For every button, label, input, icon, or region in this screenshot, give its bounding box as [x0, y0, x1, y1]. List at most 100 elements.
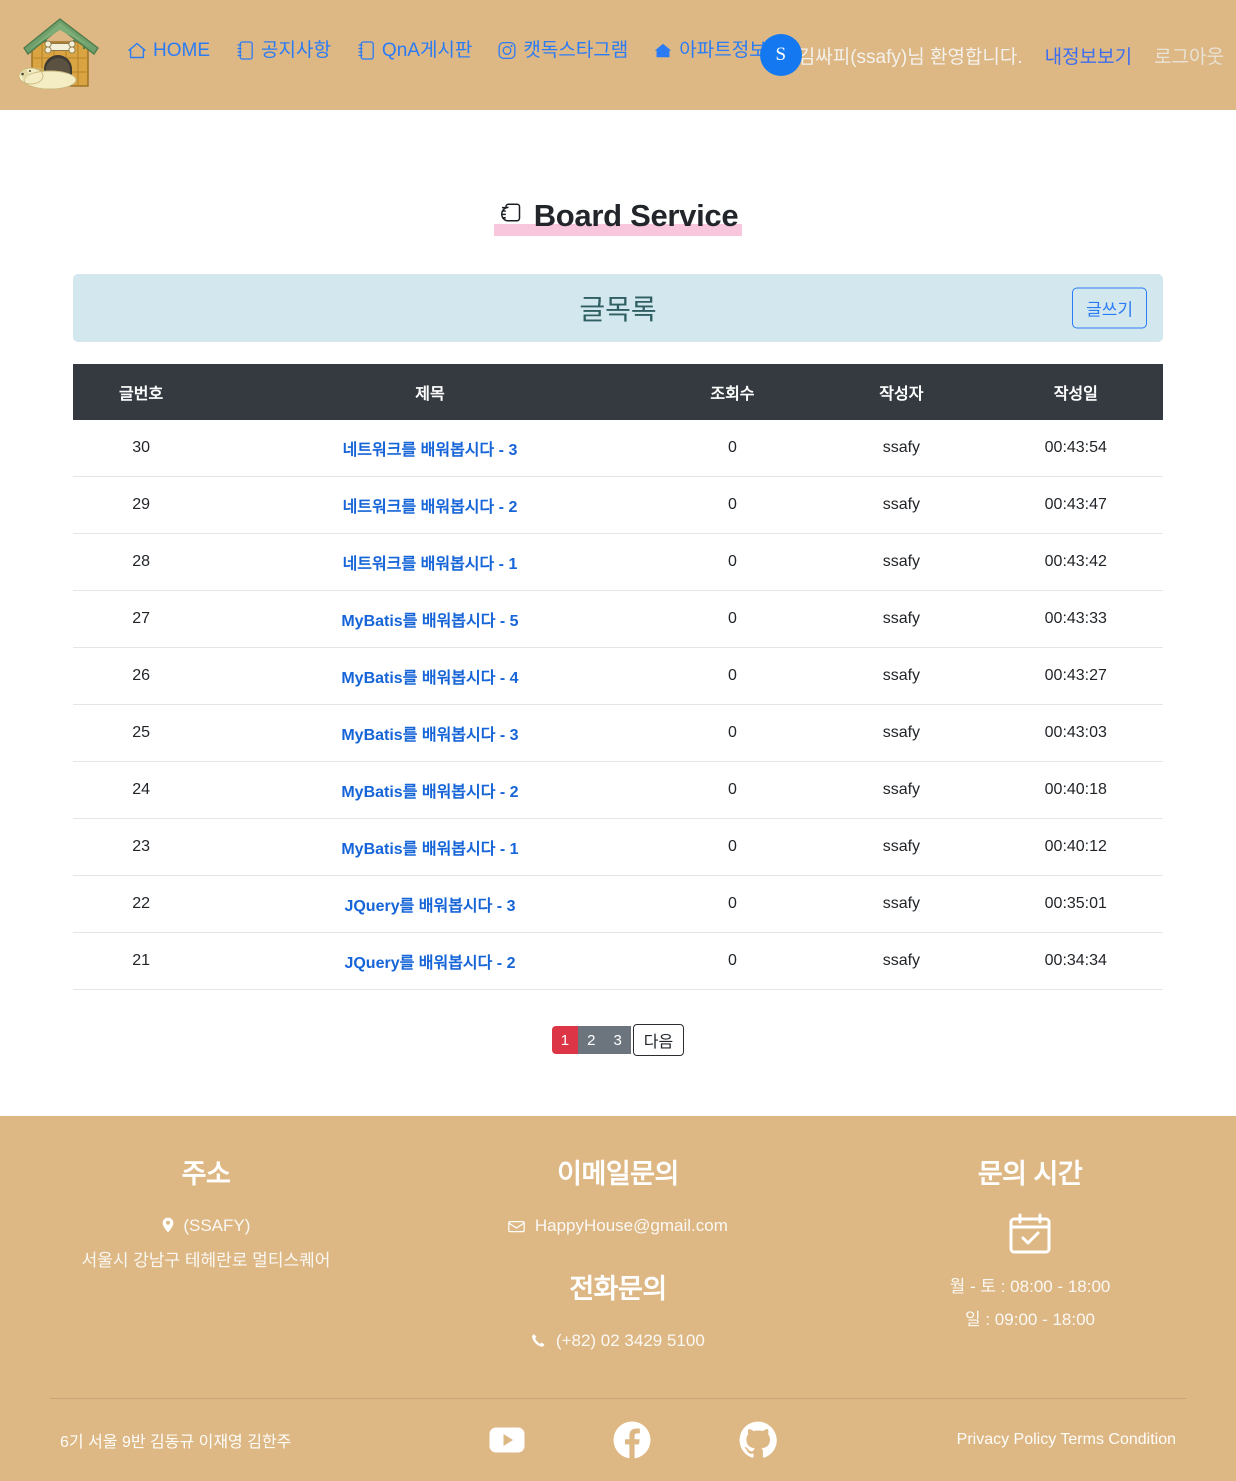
facebook-icon[interactable]	[613, 1421, 651, 1459]
nav-item-catdogstagram[interactable]: 캣독스타그램	[498, 40, 628, 60]
table-row: 22 JQuery를 배워봅시다 - 3 0 ssafy 00:35:01	[73, 875, 1163, 933]
column-header-writer: 작성자	[814, 364, 989, 420]
cell-post-no: 21	[73, 932, 210, 990]
mypage-link[interactable]: 내정보보기	[1044, 46, 1133, 68]
cell-writer: ssafy	[814, 647, 989, 705]
phone-icon	[531, 1330, 546, 1356]
cell-post-title: MyBatis를 배워봅시다 - 3	[209, 704, 651, 762]
footer-divider	[50, 1398, 1186, 1399]
footer-phone-line: (+82) 02 3429 5100	[426, 1328, 810, 1356]
cell-date: 00:43:54	[988, 420, 1163, 477]
page-button-2[interactable]: 2	[578, 1026, 605, 1054]
nav-item-qna[interactable]: QnA게시판	[357, 40, 472, 60]
nav-label: 아파트정보	[679, 39, 767, 61]
footer-address-line-2: 서울시 강남구 테헤란로 멀티스퀘어	[81, 1250, 331, 1270]
site-footer: 주소 (SSAFY) 서울시 강남구 테헤란로 멀티스퀘어 이메일문의 Happ…	[0, 1116, 1236, 1481]
youtube-icon[interactable]	[489, 1427, 525, 1453]
page-title: Board Service	[533, 198, 739, 233]
footer-column-contact: 이메일문의 HappyHouse@gmail.com 전화문의 (+82) 02…	[412, 1152, 824, 1362]
logout-link[interactable]: 로그아웃	[1154, 46, 1224, 68]
post-title-link[interactable]: MyBatis를 배워봅시다 - 3	[341, 727, 519, 744]
nav-label: 캣독스타그램	[523, 39, 629, 61]
cell-writer: ssafy	[814, 932, 989, 990]
post-title-link[interactable]: MyBatis를 배워봅시다 - 4	[341, 670, 519, 687]
cell-view-count: 0	[650, 932, 815, 990]
board-list-title: 글목록	[579, 294, 657, 325]
footer-heading-address: 주소	[181, 1159, 231, 1189]
board-list-header: 글목록 글쓰기	[73, 274, 1163, 342]
column-header-no: 글번호	[73, 364, 210, 420]
nav-label: 공지사항	[261, 39, 331, 61]
footer-address-office: (SSAFY)	[183, 1216, 251, 1235]
site-logo[interactable]	[16, 14, 106, 100]
cell-post-title: MyBatis를 배워봅시다 - 4	[209, 647, 651, 705]
page-button-3[interactable]: 3	[604, 1026, 631, 1054]
table-row: 21 JQuery를 배워봅시다 - 2 0 ssafy 00:34:34	[73, 932, 1163, 990]
envelope-icon	[508, 1215, 525, 1241]
journal-icon	[236, 40, 254, 60]
cell-post-title: MyBatis를 배워봅시다 - 5	[209, 590, 651, 648]
cell-post-title: MyBatis를 배워봅시다 - 2	[209, 761, 651, 819]
post-title-link[interactable]: JQuery를 배워봅시다 - 2	[344, 955, 516, 972]
footer-column-hours: 문의 시간 월 - 토 : 08:00 - 18:00 일 : 09:00 - …	[824, 1152, 1236, 1362]
post-title-link[interactable]: JQuery를 배워봅시다 - 3	[344, 898, 516, 915]
post-title-link[interactable]: 네트워크를 배워봅시다 - 3	[342, 442, 518, 459]
cell-date: 00:40:18	[988, 761, 1163, 819]
nav-item-apartment-info[interactable]: 아파트정보	[654, 39, 767, 61]
table-row: 24 MyBatis를 배워봅시다 - 2 0 ssafy 00:40:18	[73, 761, 1163, 819]
cell-post-no: 23	[73, 818, 210, 876]
house-outline-icon	[128, 40, 146, 60]
pagination: 1 2 3 다음	[73, 1024, 1163, 1056]
instagram-icon	[498, 40, 516, 60]
user-area: S 김싸피(ssafy)님 환영합니다. 내정보보기 로그아웃	[759, 34, 1224, 76]
footer-legal-links[interactable]: Privacy Policy Terms Condition	[956, 1431, 1176, 1448]
footer-columns: 주소 (SSAFY) 서울시 강남구 테헤란로 멀티스퀘어 이메일문의 Happ…	[0, 1152, 1236, 1362]
site-header: HOME 공지사항 QnA게시판 캣독스타그램 아파트정보	[0, 0, 1236, 110]
cell-date: 00:34:34	[988, 932, 1163, 990]
post-title-link[interactable]: MyBatis를 배워봅시다 - 1	[341, 841, 519, 858]
cell-view-count: 0	[650, 761, 815, 819]
cell-post-no: 24	[73, 761, 210, 819]
write-post-button[interactable]: 글쓰기	[1072, 287, 1147, 329]
cell-writer: ssafy	[814, 875, 989, 933]
post-title-link[interactable]: 네트워크를 배워봅시다 - 2	[342, 499, 518, 516]
cell-view-count: 0	[650, 476, 815, 534]
cell-post-no: 29	[73, 476, 210, 534]
cell-view-count: 0	[650, 818, 815, 876]
main-navigation: HOME 공지사항 QnA게시판 캣독스타그램 아파트정보	[128, 40, 767, 60]
footer-heading-hours: 문의 시간	[977, 1159, 1083, 1189]
footer-email-line: HappyHouse@gmail.com	[426, 1213, 810, 1241]
github-icon[interactable]	[739, 1421, 777, 1459]
nav-item-notice[interactable]: 공지사항	[236, 40, 331, 60]
nav-label: QnA게시판	[381, 39, 473, 61]
table-row: 25 MyBatis를 배워봅시다 - 3 0 ssafy 00:43:03	[73, 704, 1163, 762]
cell-writer: ssafy	[814, 590, 989, 648]
page-main: Board Service 글목록 글쓰기 글번호 제목 조회수 작성자 작성일…	[0, 110, 1236, 1116]
table-row: 29 네트워크를 배워봅시다 - 2 0 ssafy 00:43:47	[73, 476, 1163, 534]
cell-post-title: JQuery를 배워봅시다 - 2	[209, 932, 651, 990]
post-title-link[interactable]: MyBatis를 배워봅시다 - 5	[341, 613, 519, 630]
footer-hours-sunday: 일 : 09:00 - 18:00	[965, 1309, 1095, 1329]
cell-date: 00:43:33	[988, 590, 1163, 648]
map-pin-icon	[162, 1215, 174, 1241]
journals-icon	[498, 201, 523, 231]
page-next-button[interactable]: 다음	[632, 1024, 685, 1056]
table-row: 23 MyBatis를 배워봅시다 - 1 0 ssafy 00:40:12	[73, 818, 1163, 876]
cell-writer: ssafy	[814, 420, 989, 477]
footer-column-address: 주소 (SSAFY) 서울시 강남구 테헤란로 멀티스퀘어	[0, 1152, 412, 1362]
column-header-date: 작성일	[988, 364, 1163, 420]
post-title-link[interactable]: MyBatis를 배워봅시다 - 2	[341, 784, 519, 801]
cell-view-count: 0	[650, 590, 815, 648]
footer-hours-weekday: 월 - 토 : 08:00 - 18:00	[949, 1277, 1111, 1296]
post-title-link[interactable]: 네트워크를 배워봅시다 - 1	[342, 556, 518, 573]
column-header-hit: 조회수	[650, 364, 815, 420]
footer-social-links	[390, 1421, 876, 1459]
footer-heading-email: 이메일문의	[557, 1159, 679, 1189]
board-table: 글번호 제목 조회수 작성자 작성일 30 네트워크를 배워봅시다 - 3 0 ssa…	[73, 364, 1163, 990]
footer-email-address[interactable]: HappyHouse@gmail.com	[534, 1216, 728, 1235]
avatar: S	[759, 34, 802, 76]
footer-bottom-bar: 6기 서울 9반 김동규 이재영 김한주 Privacy Policy Term…	[0, 1399, 1236, 1481]
page-button-1[interactable]: 1	[551, 1026, 579, 1054]
board-table-head: 글번호 제목 조회수 작성자 작성일	[73, 364, 1163, 420]
nav-item-home[interactable]: HOME	[128, 40, 210, 60]
